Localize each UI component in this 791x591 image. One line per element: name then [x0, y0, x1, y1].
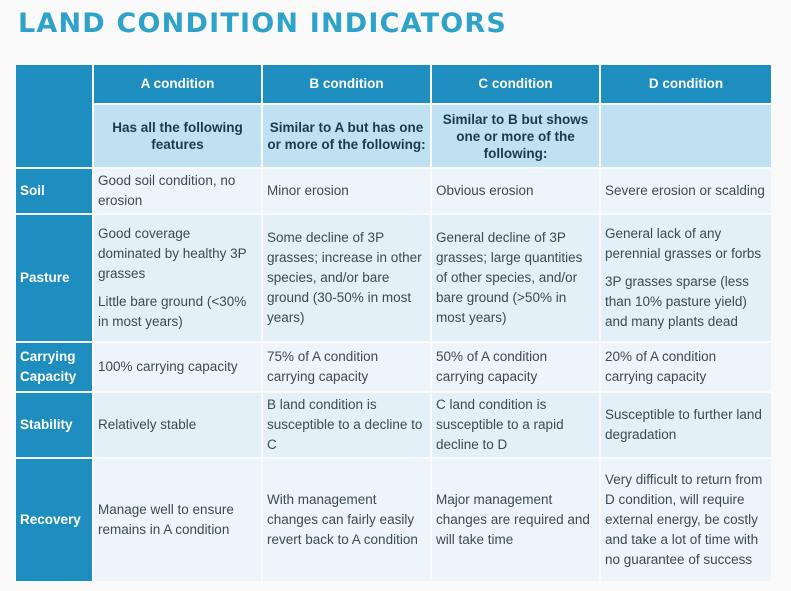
header-row: A condition B condition C condition D condi…	[14, 63, 773, 169]
column-subheader	[599, 103, 773, 169]
column-header: C condition	[430, 63, 601, 105]
cell-text: General decline of 3P grasses; large qua…	[436, 230, 583, 325]
cell-text: Minor erosion	[267, 183, 349, 198]
table-cell: C land condition is susceptible to a rap…	[430, 391, 601, 459]
table-cell: Susceptible to further land degradation	[599, 391, 773, 459]
table-row: Stability Relatively stable B land conditi…	[14, 391, 773, 459]
cell-text: 100% carrying capacity	[98, 359, 238, 374]
cell-text: Little bare ground (<30% in most years)	[98, 294, 247, 329]
row-label: Stability	[14, 391, 94, 459]
table-cell: Minor erosion	[261, 167, 432, 215]
row-label: Soil	[14, 167, 94, 215]
table-cell: Severe erosion or scalding	[599, 167, 773, 215]
cell-text: 75% of A condition carrying capacity	[267, 349, 379, 384]
table-cell: Manage well to ensure remains in A condi…	[92, 457, 263, 583]
column-header: A condition	[92, 63, 263, 105]
cell-text: 20% of A condition carrying capacity	[605, 349, 717, 384]
table-cell: General decline of 3P grasses; large qua…	[430, 213, 601, 343]
table-cell: 20% of A condition carrying capacity	[599, 341, 773, 393]
cell-text: General lack of any perennial grasses or…	[605, 226, 762, 261]
cell-text: 3P grasses sparse (less than 10% pasture…	[605, 274, 749, 329]
cell-text: Good coverage dominated by healthy 3P gr…	[98, 226, 247, 281]
cell-text: With management changes can fairly easil…	[267, 492, 418, 547]
table-cell: General lack of any perennial grasses or…	[599, 213, 773, 343]
cell-text: Major management changes are required an…	[436, 492, 590, 547]
land-condition-table: A condition B condition C condition D condi…	[14, 63, 773, 583]
table-cell: With management changes can fairly easil…	[261, 457, 432, 583]
subheader-row: Has all the following features Similar to…	[15, 103, 773, 169]
table-row: Pasture Good coverage dominated by health…	[14, 213, 773, 343]
column-header: D condition	[599, 63, 773, 105]
table-cell: B land condition is susceptible to a dec…	[261, 391, 432, 459]
table-cell: 50% of A condition carrying capacity	[430, 341, 601, 393]
cell-text: 50% of A condition carrying capacity	[436, 349, 548, 384]
column-subheader: Similar to B but shows one or more of th…	[430, 103, 601, 169]
column-subheader: Has all the following features	[92, 103, 263, 169]
column-subheader: Similar to A but has one or more of the …	[261, 103, 432, 169]
cell-text: Manage well to ensure remains in A condi…	[98, 502, 234, 537]
table-row: Soil Good soil condition, no erosion Minor…	[14, 167, 773, 215]
cell-text: Severe erosion or scalding	[605, 183, 765, 198]
table-cell: Very difficult to return from D conditio…	[599, 457, 773, 583]
cell-text: C land condition is susceptible to a rap…	[436, 397, 564, 452]
cell-text: Good soil condition, no erosion	[98, 173, 236, 208]
cell-text: Susceptible to further land degradation	[605, 407, 762, 442]
table-cell: Good soil condition, no erosion	[92, 167, 263, 215]
table-cell: 75% of A condition carrying capacity	[261, 341, 432, 393]
cell-text: Some decline of 3P grasses; increase in …	[267, 230, 422, 325]
table-cell: 100% carrying capacity	[92, 341, 263, 393]
header-corner-cell	[14, 63, 94, 169]
cell-text: B land condition is susceptible to a dec…	[267, 397, 423, 452]
table-row: Carrying Capacity 100% carrying capacity 7…	[14, 341, 773, 393]
table-cell: Some decline of 3P grasses; increase in …	[261, 213, 432, 343]
table-cell: Major management changes are required an…	[430, 457, 601, 583]
cell-text: Relatively stable	[98, 417, 197, 432]
page-title: LAND CONDITION INDICATORS	[18, 8, 508, 39]
column-header: B condition	[261, 63, 432, 105]
row-label: Pasture	[14, 213, 94, 343]
table-row: Recovery Manage well to ensure remains in…	[14, 457, 773, 583]
table-cell: Good coverage dominated by healthy 3P gr…	[92, 213, 263, 343]
table-cell: Obvious erosion	[430, 167, 601, 215]
row-label: Recovery	[14, 457, 94, 583]
table-cell: Relatively stable	[92, 391, 263, 459]
row-label: Carrying Capacity	[14, 341, 94, 393]
cell-text: Very difficult to return from D conditio…	[605, 472, 763, 567]
cell-text: Obvious erosion	[436, 183, 534, 198]
